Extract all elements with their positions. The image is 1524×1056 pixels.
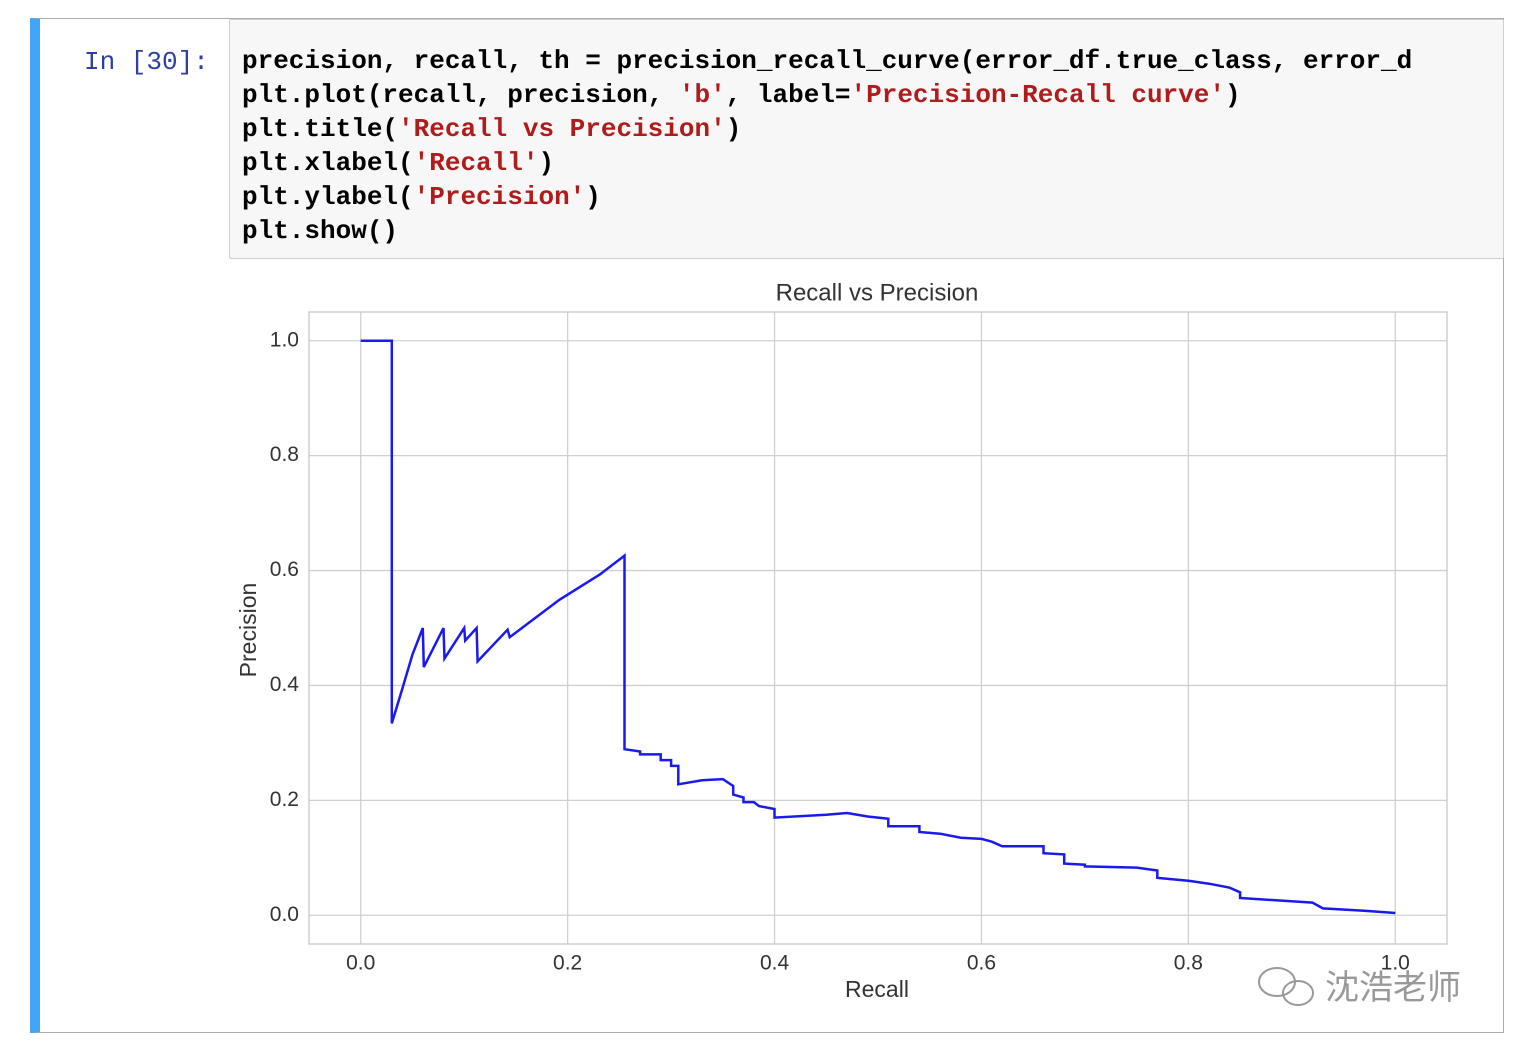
code-string: 'Precision-Recall curve' [850,80,1225,110]
x-tick-label: 0.8 [1174,952,1203,975]
code-line: precision, recall, th = precision_recall… [242,44,1412,78]
code-token: ) [725,114,742,144]
x-tick-label: 0.0 [346,952,375,975]
code-line: plt.show() [242,214,1412,248]
line [360,339,1396,915]
code-line: plt.xlabel('Recall') [242,146,1412,180]
x-axis-label: Recall [845,976,909,1002]
notebook-cell[interactable]: In [30]: precision, recall, th = precisi… [30,18,1504,1033]
code-token: plt.title( [242,114,399,144]
code-token: plt.show() [242,216,399,246]
code-input[interactable]: precision, recall, th = precision_recall… [229,19,1504,259]
y-tick-label: 1.0 [270,328,299,351]
prompt: In [30]: [84,47,209,77]
code-token: ) [1224,80,1241,110]
x-tick-label: 1.0 [1381,952,1410,975]
x-tick-label: 0.2 [553,952,582,975]
code-line: plt.title('Recall vs Precision') [242,112,1412,146]
y-tick-label: 0.2 [270,788,299,811]
y-tick-label: 0.0 [270,903,299,926]
code-string: 'Recall' [413,148,539,178]
chart-title: Recall vs Precision [776,279,979,306]
code-string: 'Precision' [413,182,586,212]
x-tick-label: 0.4 [760,952,790,975]
x-tick-label: 0.6 [967,952,996,975]
y-tick-label: 0.6 [270,558,299,581]
code-token: precision, recall, th = precision_recall… [242,46,1413,76]
code-token: ) [538,148,555,178]
code-line: plt.plot(recall, precision, 'b', label='… [242,78,1412,112]
code-token: plt.xlabel( [242,148,414,178]
y-axis-label: Precision [235,583,261,678]
code-token: , label= [725,80,851,110]
y-tick-label: 0.8 [270,443,299,466]
plot-frame [308,311,1448,945]
watermark-icon [1258,967,1314,1006]
code-token: plt.ylabel( [242,182,414,212]
code-string: 'b' [678,80,726,110]
y-tick-label: 0.4 [270,673,300,696]
watermark: 沈浩老师 [1325,969,1461,1007]
code: precision, recall, th = precision_recall… [242,44,1412,248]
code-token: plt.plot(recall, precision, [242,80,679,110]
code-string: 'Recall vs Precision' [398,114,726,144]
code-line: plt.ylabel('Precision') [242,180,1412,214]
code-token: ) [585,182,601,212]
